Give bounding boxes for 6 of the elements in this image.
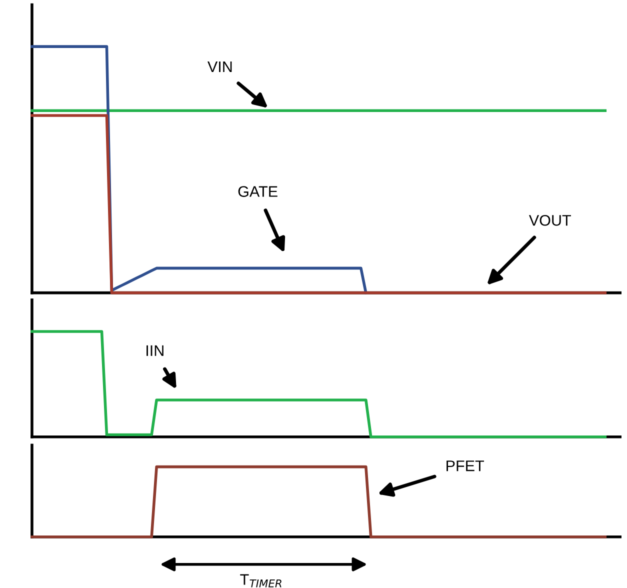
annotation: VOUT xyxy=(528,214,571,226)
annotation: PFET xyxy=(446,460,484,472)
annotation: VIN xyxy=(208,62,232,72)
annotation: IIN xyxy=(146,345,164,356)
annotation: GATE xyxy=(238,186,278,197)
text: T$_{TIMER}$ xyxy=(240,574,282,588)
